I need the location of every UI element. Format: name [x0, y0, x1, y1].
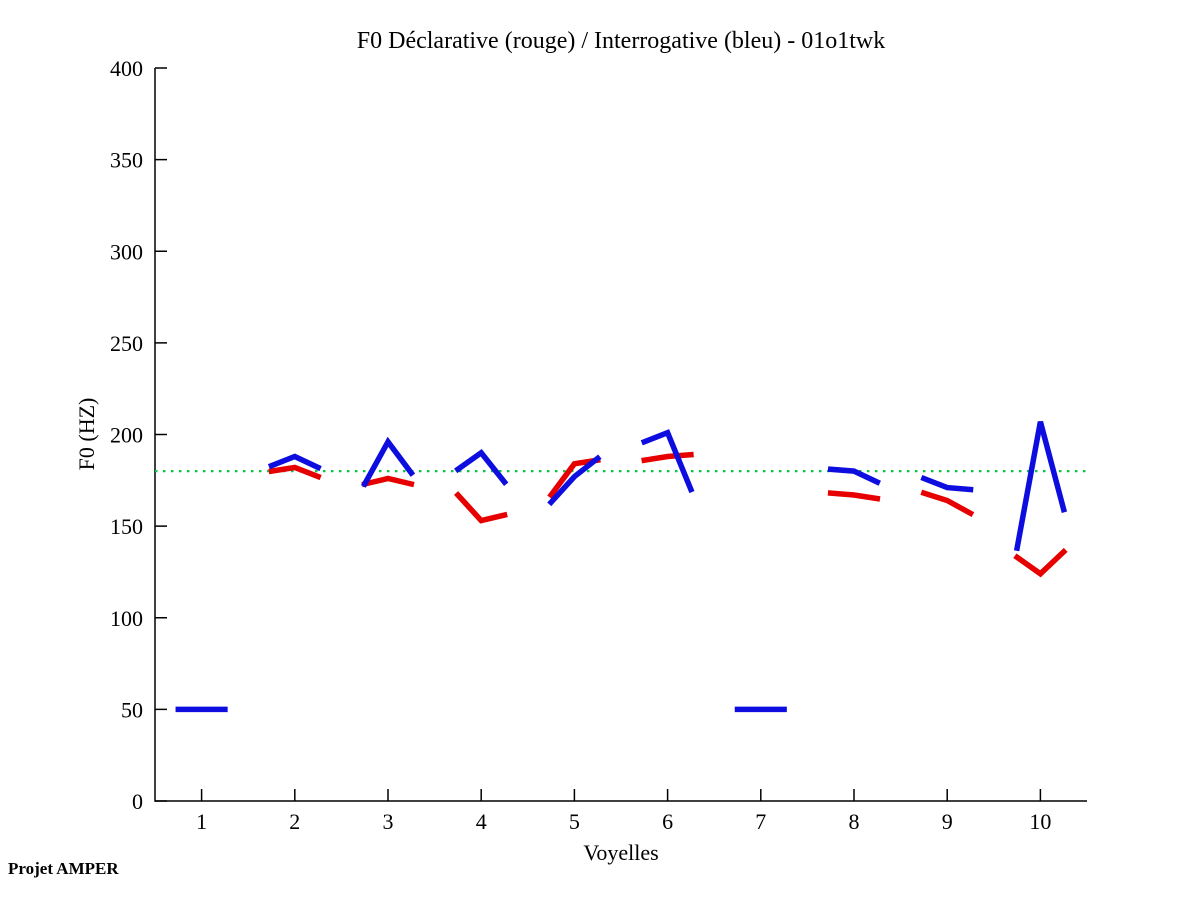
y-tick-label: 100 — [110, 606, 143, 631]
x-tick-label: 6 — [662, 809, 673, 834]
y-tick-label: 400 — [110, 56, 143, 81]
y-tick-label: 300 — [110, 239, 143, 264]
series-interrogative — [175, 420, 1068, 713]
y-tick-label: 150 — [110, 514, 143, 539]
segment-vowel-6 — [640, 429, 695, 494]
segment-vowel-9 — [920, 489, 975, 518]
series-declarative — [268, 451, 1068, 578]
segment-vowel-9 — [920, 474, 974, 493]
x-tick-label: 9 — [942, 809, 953, 834]
x-axis-label: Voyelles — [583, 840, 659, 865]
y-axis-label: F0 (HZ) — [74, 397, 99, 471]
segment-vowel-10 — [1013, 420, 1068, 552]
x-tick-label: 2 — [289, 809, 300, 834]
x-tick-label: 7 — [755, 809, 766, 834]
x-tick-label: 8 — [849, 809, 860, 834]
segment-vowel-4 — [454, 491, 508, 524]
segment-vowel-3 — [360, 436, 416, 488]
segment-vowel-10 — [1013, 547, 1068, 578]
segment-vowel-3 — [361, 475, 415, 488]
x-tick-label: 1 — [196, 809, 207, 834]
y-tick-label: 0 — [132, 789, 143, 814]
x-tick-label: 4 — [476, 809, 487, 834]
segment-vowel-2 — [268, 464, 322, 481]
segment-vowel-2 — [267, 453, 322, 472]
segment-vowel-6 — [641, 451, 694, 464]
y-tick-label: 350 — [110, 148, 143, 173]
chart-title: F0 Déclarative (rouge) / Interrogative (… — [356, 28, 886, 54]
y-tick-label: 50 — [121, 697, 143, 722]
segment-vowel-8 — [827, 490, 881, 502]
y-axis-ticks: 0 50 100 150 200 250 300 350 400 — [110, 56, 167, 814]
y-tick-label: 250 — [110, 331, 143, 356]
x-tick-label: 10 — [1029, 809, 1051, 834]
segment-vowel-4 — [454, 449, 509, 486]
x-tick-label: 3 — [383, 809, 394, 834]
project-annotation: Projet AMPER — [8, 859, 119, 878]
axes — [154, 68, 1087, 802]
segment-vowel-5 — [547, 454, 602, 507]
y-tick-label: 200 — [110, 423, 143, 448]
x-axis-ticks: 1 2 3 4 5 6 7 8 9 10 — [196, 789, 1051, 834]
x-tick-label: 5 — [569, 809, 580, 834]
segment-vowel-8 — [827, 466, 881, 486]
